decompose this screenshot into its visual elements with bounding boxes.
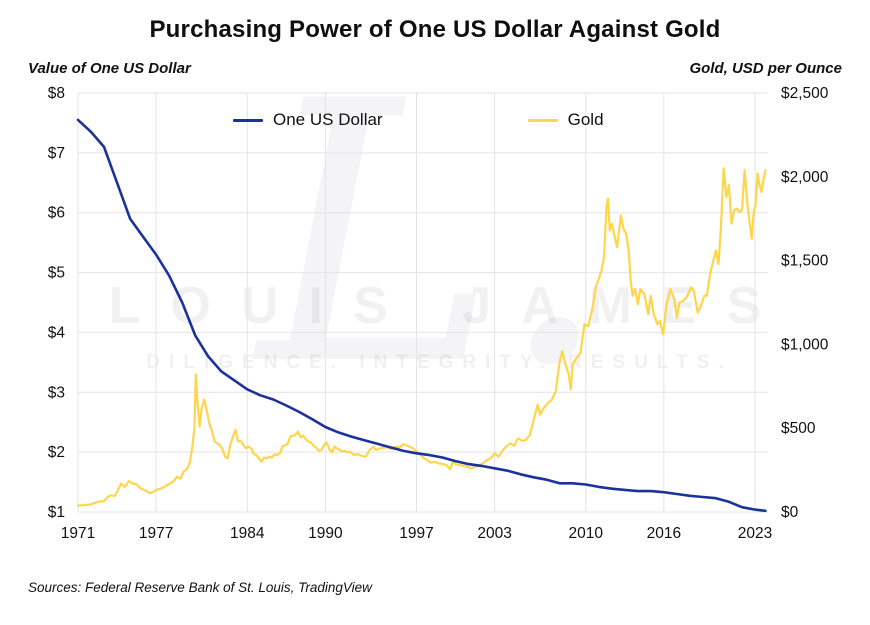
svg-text:2003: 2003 xyxy=(477,525,511,542)
svg-text:$1: $1 xyxy=(48,504,65,521)
page-title: Purchasing Power of One US Dollar Agains… xyxy=(149,16,721,43)
svg-text:$6: $6 xyxy=(48,205,65,222)
svg-text:2010: 2010 xyxy=(568,525,603,542)
svg-text:1990: 1990 xyxy=(308,525,343,542)
svg-text:$2,500: $2,500 xyxy=(781,85,829,102)
legend-item-gold: Gold xyxy=(527,110,604,130)
svg-text:$3: $3 xyxy=(48,384,65,401)
svg-text:$500: $500 xyxy=(781,420,816,437)
svg-text:2023: 2023 xyxy=(738,525,772,542)
svg-text:2016: 2016 xyxy=(647,525,681,542)
dollar-line-swatch xyxy=(233,118,263,122)
svg-text:$2: $2 xyxy=(48,444,65,461)
legend-item-dollar: One US Dollar xyxy=(233,110,383,130)
svg-text:$5: $5 xyxy=(48,265,65,282)
svg-text:$4: $4 xyxy=(48,324,66,341)
chart-legend: One US Dollar Gold xyxy=(233,110,604,130)
legend-label-gold: Gold xyxy=(567,110,604,129)
sources-note: Sources: Federal Reserve Bank of St. Lou… xyxy=(28,580,372,595)
right-axis-title: Gold, USD per Ounce xyxy=(689,60,842,77)
svg-text:1997: 1997 xyxy=(399,525,433,542)
gold-line-swatch xyxy=(527,118,558,122)
svg-text:$1,500: $1,500 xyxy=(781,253,829,270)
svg-text:$8: $8 xyxy=(48,85,65,102)
svg-text:1984: 1984 xyxy=(230,525,265,542)
svg-text:1971: 1971 xyxy=(61,525,95,542)
left-axis-title: Value of One US Dollar xyxy=(28,60,191,77)
legend-label-dollar: One US Dollar xyxy=(273,110,383,129)
svg-text:$1,000: $1,000 xyxy=(781,336,829,353)
svg-text:1977: 1977 xyxy=(139,525,173,542)
svg-text:$7: $7 xyxy=(48,145,65,162)
svg-text:$0: $0 xyxy=(781,504,799,521)
svg-text:$2,000: $2,000 xyxy=(781,169,829,186)
